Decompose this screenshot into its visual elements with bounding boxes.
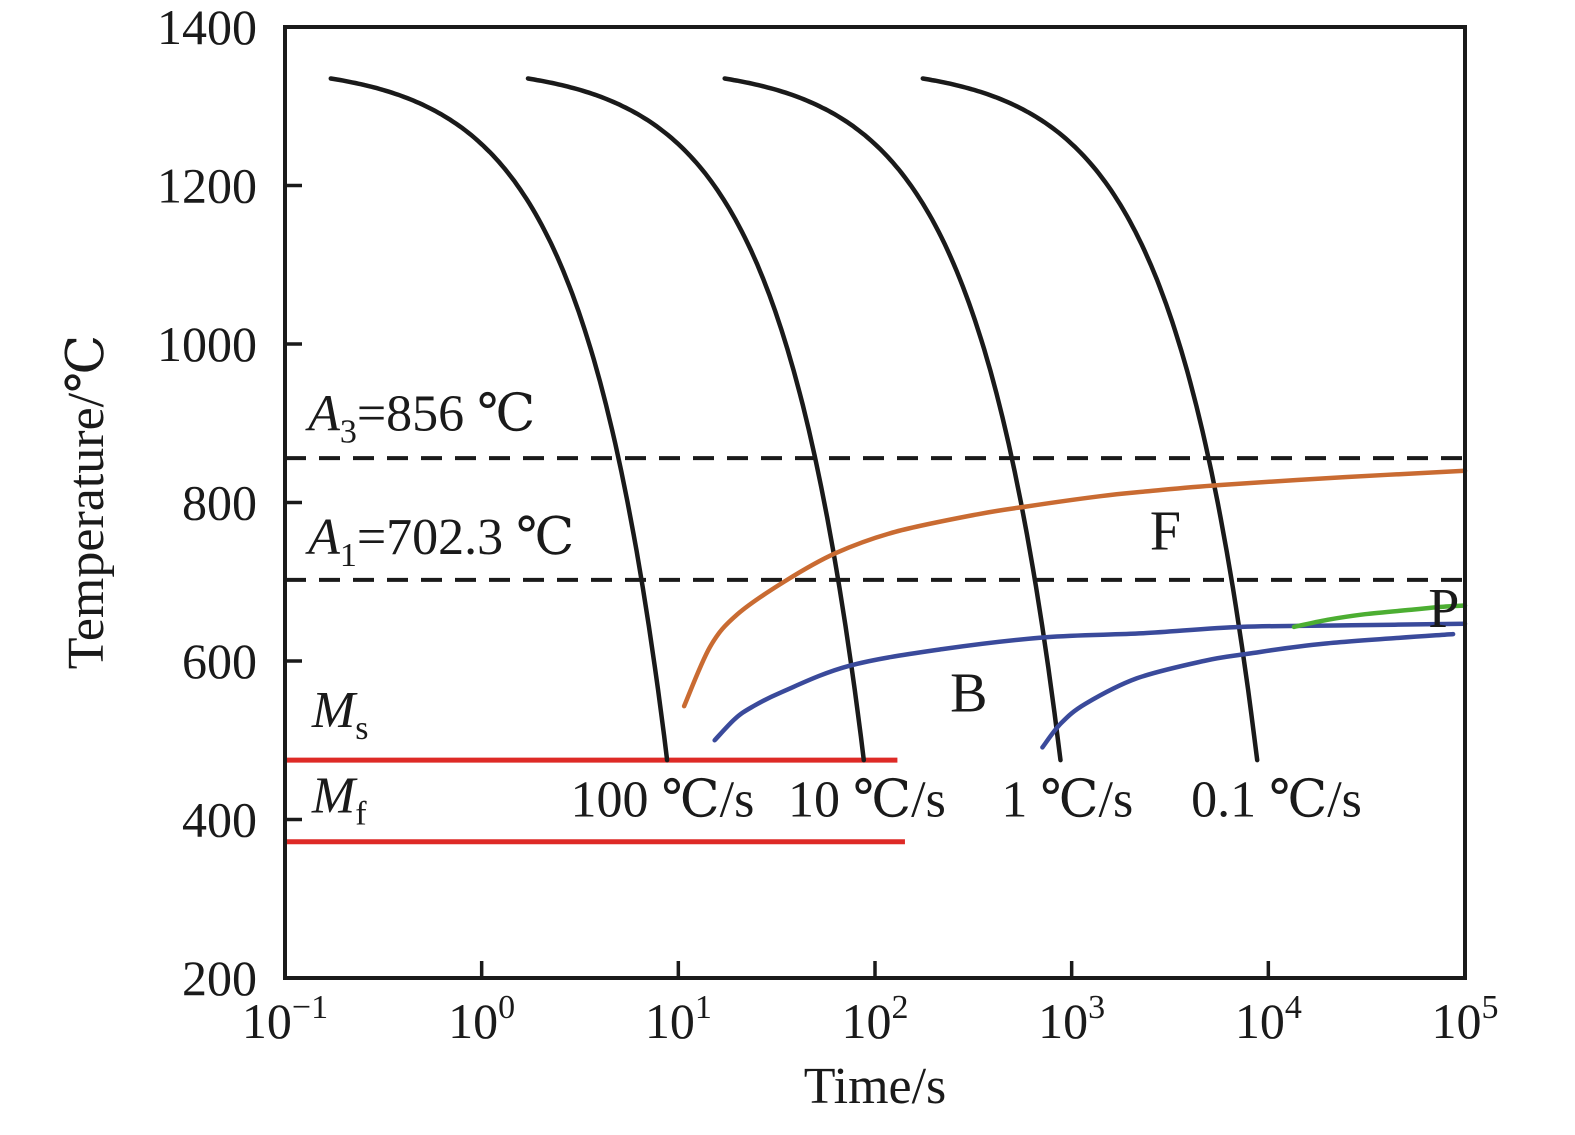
y-tick-label-1200: 1200 <box>157 158 257 214</box>
y-tick-label-400: 400 <box>182 792 257 848</box>
x-tick-label-10e3: 103 <box>1038 989 1105 1049</box>
cooling-curve-0-1 <box>920 76 1260 763</box>
pearlite-start-curve <box>1291 603 1468 630</box>
rate-label-1: 1 ℃/s <box>1001 771 1133 828</box>
plot-area-border <box>283 25 1467 980</box>
y-tick-label-600: 600 <box>182 633 257 689</box>
x-tick-label-10e0: 100 <box>448 989 515 1049</box>
x-axis-title: Time/s <box>804 1058 947 1115</box>
cooling-curve-100 <box>328 76 670 763</box>
y-tick-label-1000: 1000 <box>157 316 257 372</box>
a3-label: A3=856 ℃ <box>305 385 535 450</box>
a1-label: A1=702.3 ℃ <box>305 509 574 574</box>
x-tick-label-10e2: 102 <box>842 989 909 1049</box>
rate-label-10: 10 ℃/s <box>788 771 946 828</box>
x-tick-label-10e4: 104 <box>1235 989 1302 1049</box>
mf-label: Mf <box>311 767 367 832</box>
cooling-curve-10 <box>525 76 867 763</box>
x-tick-label-10e−1: 10−1 <box>242 989 328 1049</box>
bainite-finish-curve <box>1040 631 1456 750</box>
pearlite-label: P <box>1428 578 1459 640</box>
ferrite-label: F <box>1150 500 1181 562</box>
bainite-label: B <box>950 663 987 725</box>
x-tick-label-10e1: 101 <box>645 989 712 1049</box>
ms-label: Ms <box>311 682 369 747</box>
y-tick-label-200: 200 <box>182 950 257 1006</box>
y-axis-title: Temperature/℃ <box>58 335 115 670</box>
cooling-curve-1 <box>722 76 1063 763</box>
y-tick-label-800: 800 <box>182 475 257 531</box>
rate-label-0-1: 0.1 ℃/s <box>1191 771 1362 828</box>
x-tick-label-10e5: 105 <box>1432 989 1499 1049</box>
rate-label-100: 100 ℃/s <box>570 771 754 828</box>
y-tick-label-1400: 1400 <box>157 0 257 55</box>
ferrite-start-curve <box>681 468 1468 709</box>
